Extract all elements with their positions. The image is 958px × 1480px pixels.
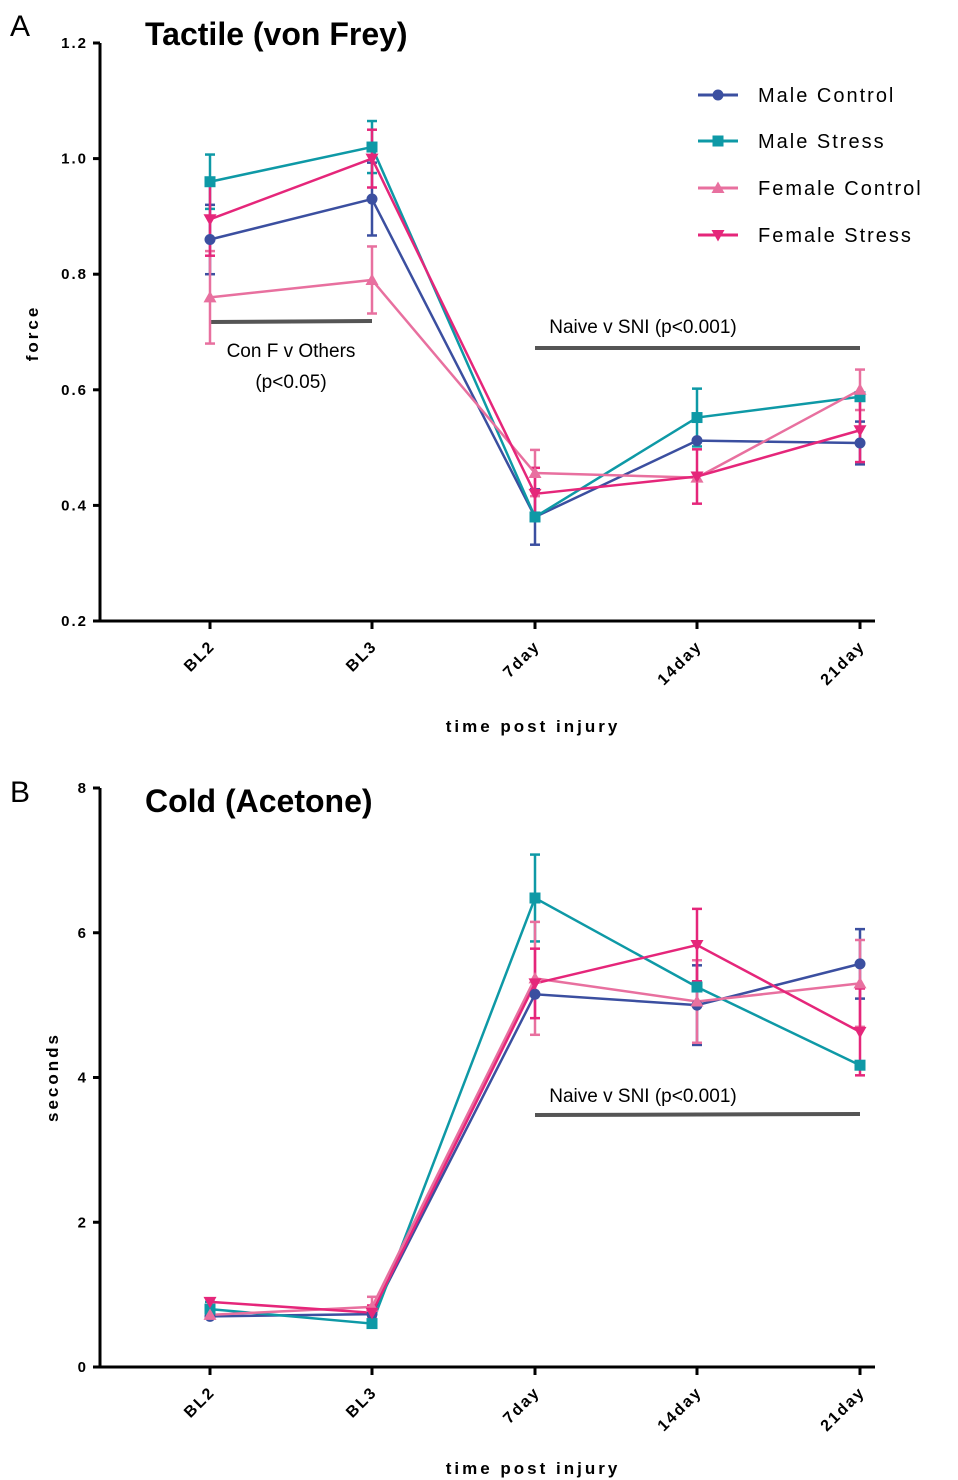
panel-a-point-male-stress — [204, 176, 216, 188]
legend-swatch-marker-male-control — [712, 89, 724, 101]
panel-a-x-tick-label: 7day — [500, 638, 543, 681]
panel-a-point-male-control — [366, 193, 378, 205]
panel-b-point-male-stress — [854, 1059, 866, 1071]
panel-a-x-tick-label: BL2 — [181, 638, 219, 676]
panel-a-point-female-control — [528, 466, 542, 479]
panel-a-y-tick-label: 0.8 — [61, 266, 88, 283]
panel-b-xlabel: time post injury — [446, 1459, 621, 1478]
panel-a-y-tick-label: 0.2 — [61, 613, 88, 630]
panel-b-x-tick-label: 14day — [655, 1384, 706, 1435]
panel-a-point-male-control — [204, 234, 216, 246]
panel-b-point-female-control — [203, 1308, 217, 1320]
legend-label-female-stress: Female Stress — [758, 225, 913, 247]
panel-b-title: Cold (Acetone) — [145, 783, 373, 819]
panel-b-point-female-stress — [365, 1307, 379, 1320]
panel-b-point-female-control — [690, 995, 704, 1007]
panel-a-point-male-control — [691, 435, 703, 447]
panel-b-point-male-control — [854, 958, 866, 970]
panel-a-x-tick-label: 21day — [818, 638, 869, 689]
panel-a-ylabel: force — [23, 305, 42, 362]
panel-a-annotation-1-line-2: (p<0.05) — [255, 372, 326, 393]
panel-a-y-tick-label: 1.0 — [61, 151, 88, 168]
legend-item-female-control: Female Control — [698, 178, 923, 200]
panel-a-point-female-stress — [203, 214, 217, 226]
panel-a-point-female-stress — [528, 488, 542, 501]
legend-item-female-stress: Female Stress — [698, 225, 913, 247]
panel-b-x-tick-label: BL3 — [343, 1384, 381, 1422]
panel-b-point-male-control — [529, 988, 541, 1000]
panel-a-point-male-stress — [529, 511, 541, 523]
panel-b-annotation-bar — [534, 1112, 861, 1117]
legend-label-male-control: Male Control — [758, 85, 895, 107]
panel-a-point-male-stress — [366, 141, 378, 153]
legend-label-female-control: Female Control — [758, 178, 923, 200]
panel-b-annotation-1: Naive v SNI (p<0.001) — [549, 1086, 736, 1107]
panel-a-letter: A — [10, 10, 30, 43]
panel-b-y-tick-label: 8 — [78, 780, 88, 797]
legend-swatch-marker-female-stress — [711, 230, 725, 242]
legend-swatch-marker-male-stress — [712, 135, 724, 147]
panel-b-plot: 0 2 4 6 8 BL2 BL3 7day 14day 21day — [78, 780, 875, 1435]
panel-a-point-female-stress — [365, 153, 379, 166]
panel-a-title: Tactile (von Frey) — [145, 16, 408, 52]
legend-item-male-stress: Male Stress — [698, 131, 886, 153]
panel-b-point-female-stress — [690, 940, 704, 952]
panel-a-x-tick-label: 14day — [655, 638, 706, 689]
panel-b-x-tick-label: 21day — [818, 1384, 869, 1435]
panel-a-y-tick-label: 0.6 — [61, 382, 88, 399]
panel-b-y-tick-label: 4 — [78, 1070, 88, 1087]
panel-b-y-tick-label: 0 — [78, 1359, 88, 1376]
panel-b-letter: B — [10, 776, 30, 809]
panel-b-point-female-stress — [203, 1296, 217, 1309]
panel-a-annotation-1-line-1: Con F v Others — [227, 341, 356, 362]
legend-item-male-control: Male Control — [698, 85, 895, 107]
panel-b-x-tick-label: BL2 — [181, 1384, 219, 1422]
legend-swatch-marker-female-control — [711, 181, 725, 193]
panel-b-point-female-control — [853, 976, 867, 989]
panel-a-point-male-stress — [691, 412, 703, 424]
panel-a-point-female-stress — [690, 471, 704, 483]
panel-b-x-tick-label: 7day — [500, 1384, 543, 1427]
panel-a-point-female-control — [203, 290, 217, 303]
panel-a-point-male-control — [854, 437, 866, 449]
panel-a-point-female-control — [365, 273, 379, 285]
panel-b-y-tick-label: 6 — [78, 925, 88, 942]
panel-a-point-female-control — [853, 383, 867, 395]
panel-b-ylabel: seconds — [43, 1032, 62, 1122]
legend-label-male-stress: Male Stress — [758, 131, 886, 153]
panel-a-point-male-stress — [854, 391, 866, 403]
panel-b-point-male-stress — [691, 981, 703, 993]
panel-a-y-tick-label: 0.4 — [61, 497, 88, 514]
panel-b-point-male-stress — [366, 1318, 378, 1330]
panel-b-y-tick-label: 2 — [78, 1214, 88, 1231]
panel-a-point-female-stress — [853, 425, 867, 437]
panel-a-annotation-bar — [209, 319, 373, 324]
panel-b-point-female-stress — [853, 1026, 867, 1039]
panel-a-y-tick-label: 1.2 — [61, 35, 88, 52]
panel-a-x-tick-label: BL3 — [343, 638, 381, 676]
panel-a-xlabel: time post injury — [446, 717, 621, 736]
panel-a-plot: 0.2 0.4 0.6 0.8 1.0 1.2 BL2 BL3 7day 14day 21day — [61, 35, 875, 689]
legend: Male Control Male Stress Female Control … — [698, 85, 923, 247]
panel-a-annotation-2: Naive v SNI (p<0.001) — [549, 317, 736, 338]
panel-b-point-female-stress — [528, 978, 542, 990]
panel-b-point-male-stress — [529, 892, 541, 904]
